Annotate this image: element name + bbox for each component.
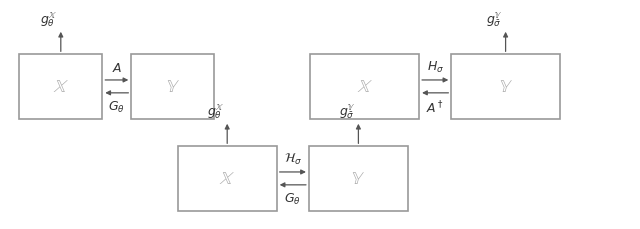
Text: $\mathbb{X}$: $\mathbb{X}$ xyxy=(52,78,69,96)
Text: $G_\theta$: $G_\theta$ xyxy=(108,99,125,114)
Text: $g_{\bar{\sigma}}^{\mathbb{Y}}$: $g_{\bar{\sigma}}^{\mathbb{Y}}$ xyxy=(486,10,502,29)
Text: $\mathbb{Y}$: $\mathbb{Y}$ xyxy=(351,170,365,188)
FancyBboxPatch shape xyxy=(131,55,214,119)
Text: $A$: $A$ xyxy=(111,62,122,75)
FancyBboxPatch shape xyxy=(177,147,277,211)
Text: $g_{\bar{\sigma}}^{\mathbb{Y}}$: $g_{\bar{\sigma}}^{\mathbb{Y}}$ xyxy=(339,102,355,120)
Text: $\mathcal{H}_\sigma$: $\mathcal{H}_\sigma$ xyxy=(284,151,302,166)
FancyBboxPatch shape xyxy=(309,147,408,211)
FancyBboxPatch shape xyxy=(451,55,560,119)
FancyBboxPatch shape xyxy=(19,55,102,119)
Text: $G_\theta$: $G_\theta$ xyxy=(284,191,301,206)
Text: $\mathbb{X}$: $\mathbb{X}$ xyxy=(219,170,236,188)
Text: $H_\sigma$: $H_\sigma$ xyxy=(427,60,444,75)
Text: $g_\theta^{\mathbb{X}}$: $g_\theta^{\mathbb{X}}$ xyxy=(207,101,224,120)
Text: $\mathbb{X}$: $\mathbb{X}$ xyxy=(356,78,373,96)
Text: $\mathbb{Y}$: $\mathbb{Y}$ xyxy=(499,78,513,96)
Text: $\mathbb{Y}$: $\mathbb{Y}$ xyxy=(166,78,180,96)
Text: $g_\theta^{\mathbb{X}}$: $g_\theta^{\mathbb{X}}$ xyxy=(40,10,58,29)
FancyBboxPatch shape xyxy=(310,55,419,119)
Text: $A^\dagger$: $A^\dagger$ xyxy=(426,99,444,116)
